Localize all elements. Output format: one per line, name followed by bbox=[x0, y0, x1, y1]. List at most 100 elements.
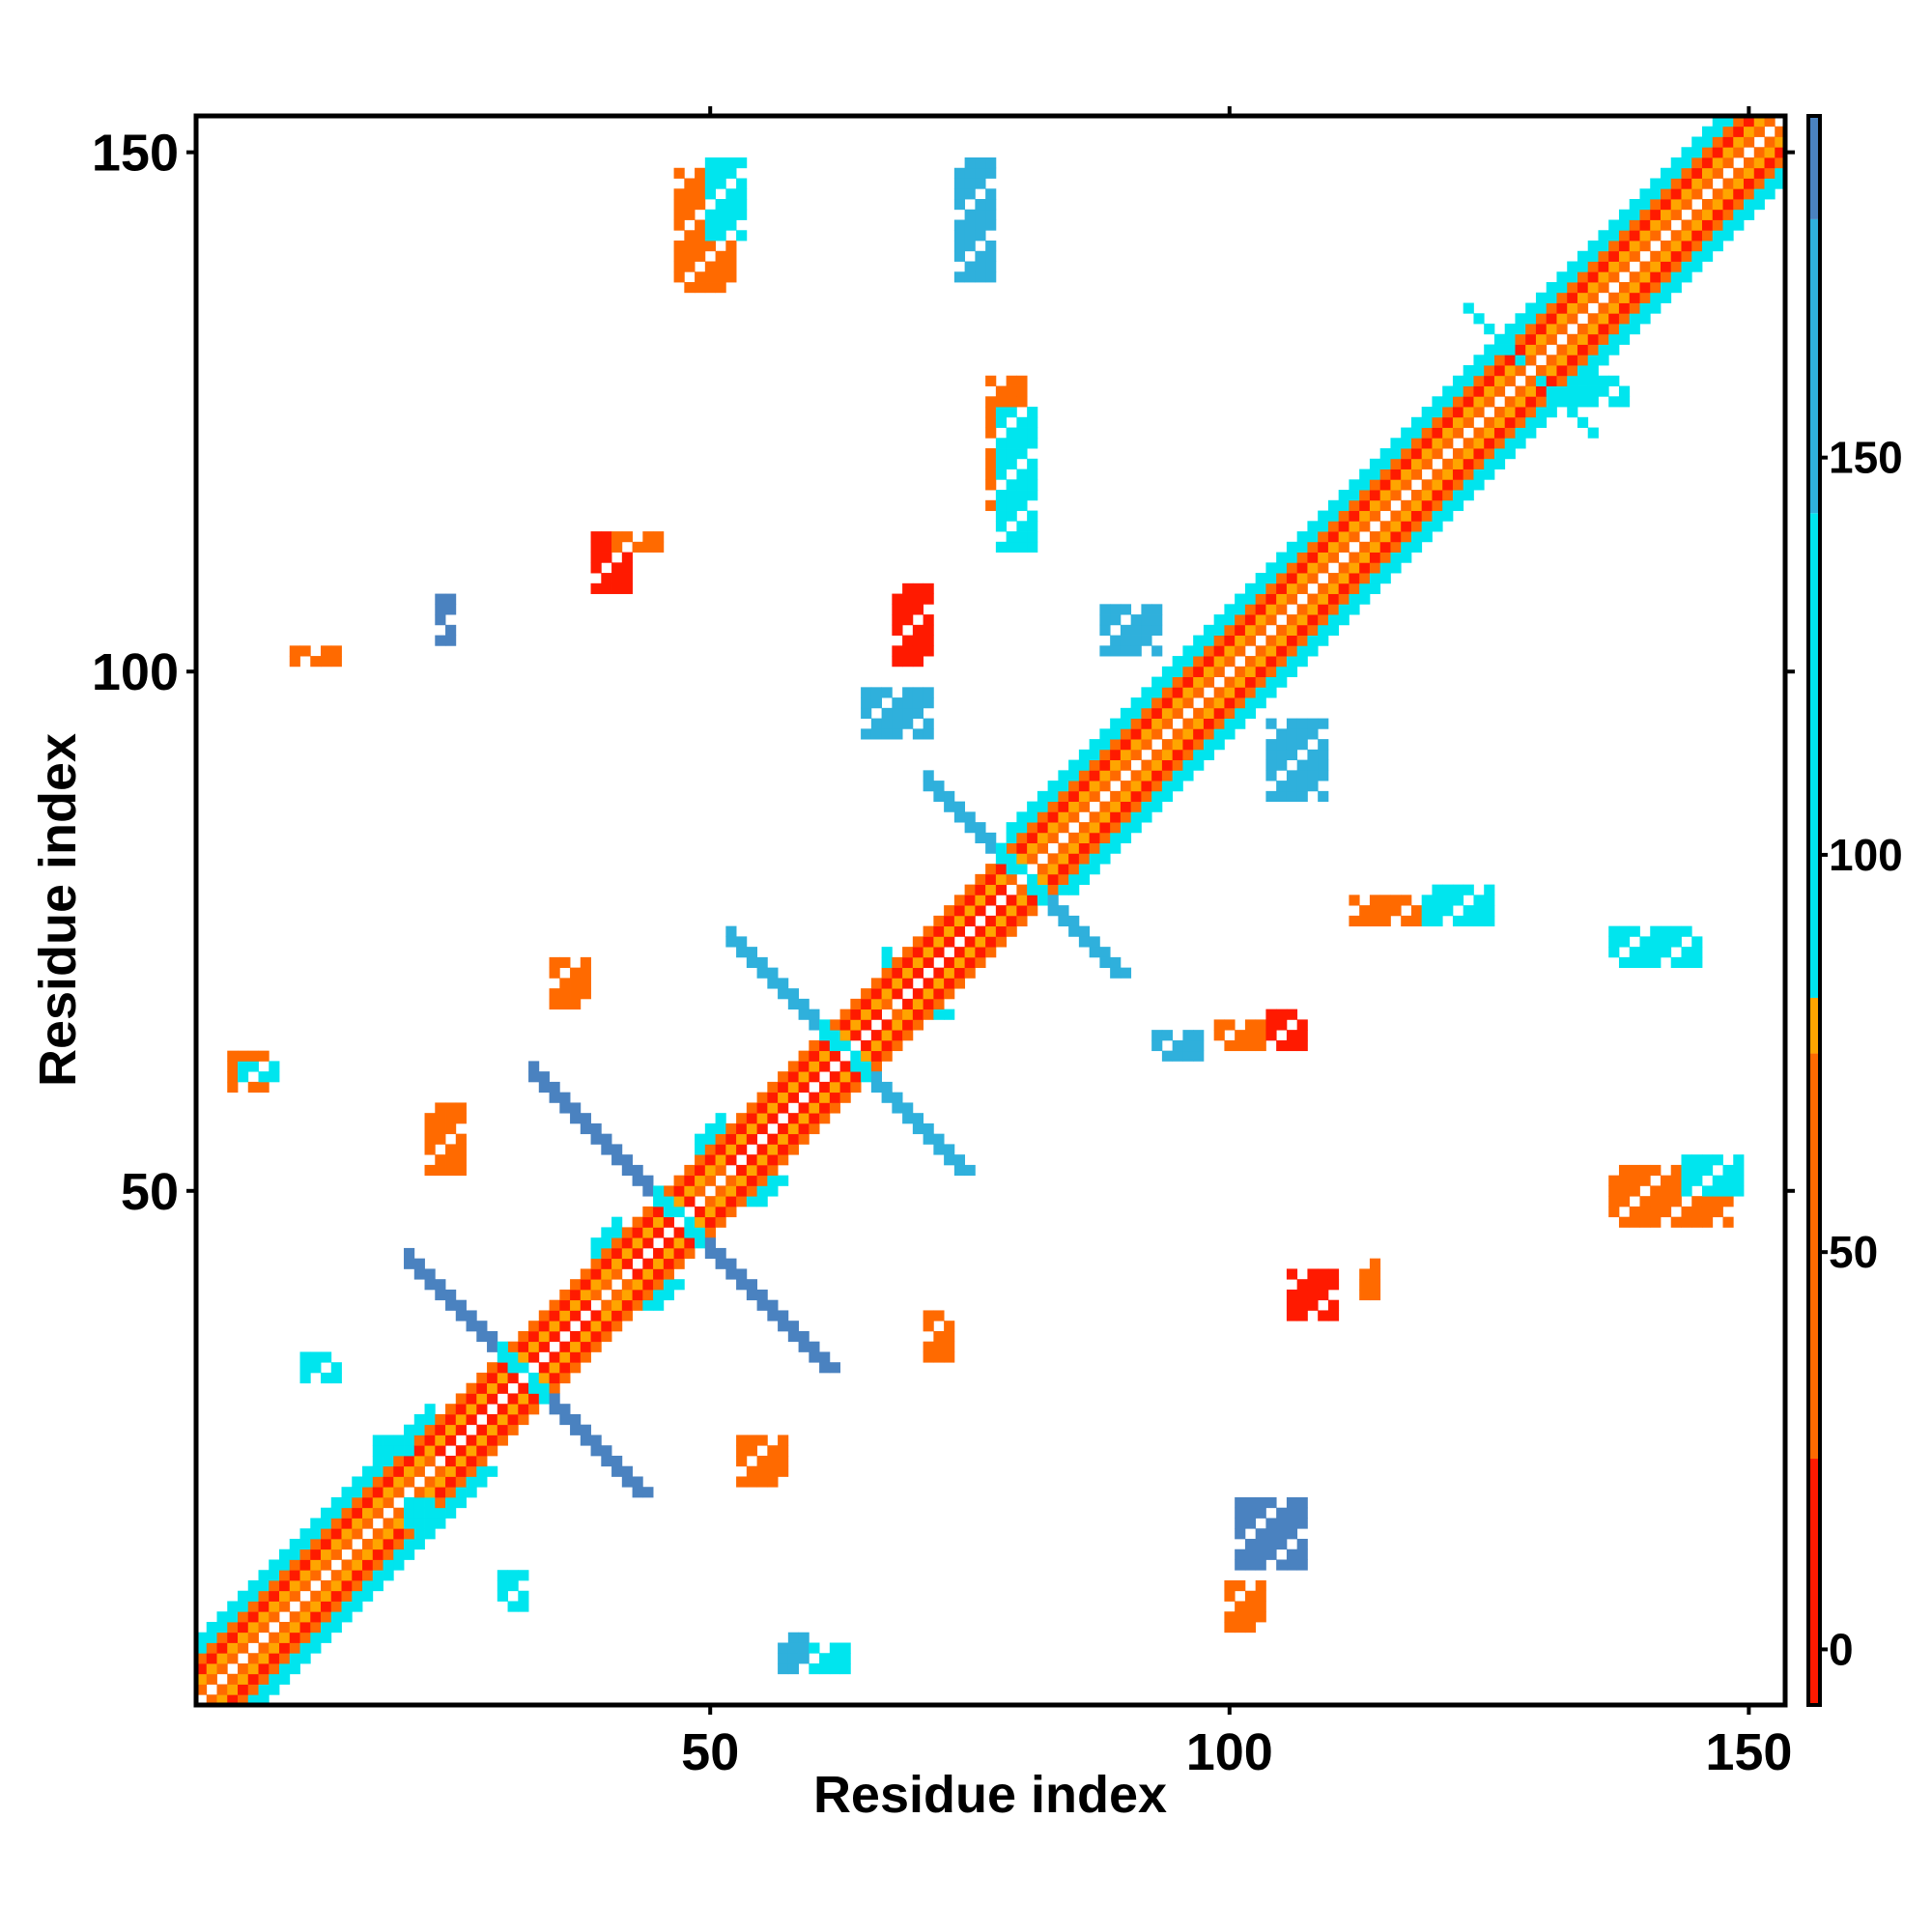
heatmap-cell bbox=[1203, 728, 1215, 740]
heatmap-cell bbox=[1712, 230, 1723, 242]
heatmap-cell bbox=[923, 593, 934, 605]
heatmap-cell bbox=[1421, 531, 1433, 543]
heatmap-cell bbox=[632, 1487, 643, 1498]
heatmap-cell bbox=[725, 250, 737, 262]
heatmap-cell bbox=[1037, 832, 1049, 844]
heatmap-cell bbox=[1296, 770, 1308, 781]
heatmap-cell bbox=[1265, 739, 1277, 751]
heatmap-cell bbox=[611, 582, 623, 594]
heatmap-cell bbox=[1639, 292, 1651, 303]
heatmap-cell bbox=[330, 1601, 342, 1612]
heatmap-cell bbox=[923, 1351, 934, 1363]
heatmap-cell bbox=[902, 1113, 914, 1124]
heatmap-cell bbox=[1618, 333, 1631, 345]
heatmap-cell bbox=[1369, 510, 1381, 522]
heatmap-cell bbox=[715, 209, 726, 220]
heatmap-cell bbox=[819, 1061, 831, 1072]
heatmap-cell bbox=[1255, 1507, 1266, 1519]
heatmap-cell bbox=[1235, 718, 1246, 729]
heatmap-cell bbox=[1151, 624, 1163, 636]
heatmap-cell bbox=[1390, 469, 1402, 480]
heatmap-cell bbox=[1006, 458, 1017, 469]
heatmap-cell bbox=[383, 1465, 394, 1477]
heatmap-cell bbox=[1047, 790, 1059, 803]
heatmap-cell bbox=[258, 1081, 270, 1094]
heatmap-cell bbox=[621, 1465, 633, 1477]
heatmap-cell bbox=[1244, 1039, 1257, 1052]
heatmap-cell bbox=[1639, 313, 1651, 325]
heatmap-cell bbox=[1504, 355, 1516, 366]
heatmap-cell bbox=[1733, 1164, 1745, 1177]
heatmap-cell bbox=[1255, 624, 1266, 636]
heatmap-cell bbox=[1058, 864, 1069, 875]
heatmap-cell bbox=[413, 1268, 425, 1280]
heatmap-cell bbox=[1224, 1611, 1236, 1623]
heatmap-cell bbox=[933, 1310, 945, 1321]
heatmap-cell bbox=[435, 1445, 446, 1457]
heatmap-cell bbox=[289, 1570, 300, 1581]
heatmap-cell bbox=[1224, 697, 1236, 709]
heatmap-cell bbox=[964, 905, 976, 917]
heatmap-cell bbox=[1556, 355, 1568, 366]
heatmap-cell bbox=[1296, 531, 1308, 543]
heatmap-cell bbox=[1338, 614, 1350, 626]
heatmap-cell bbox=[892, 718, 903, 729]
heatmap-cell bbox=[1110, 749, 1122, 760]
heatmap-cell bbox=[1535, 292, 1548, 303]
heatmap-cell bbox=[590, 1341, 602, 1352]
heatmap-cell bbox=[1681, 956, 1692, 969]
heatmap-cell bbox=[310, 1559, 322, 1571]
heatmap-cell bbox=[1775, 126, 1786, 137]
heatmap-cell bbox=[1016, 895, 1028, 906]
heatmap-cell bbox=[321, 645, 332, 657]
heatmap-cell bbox=[549, 1382, 560, 1394]
heatmap-cell bbox=[1296, 582, 1308, 594]
heatmap-cell bbox=[673, 1175, 685, 1186]
heatmap-cell bbox=[1681, 925, 1692, 937]
heatmap-cell bbox=[1027, 873, 1038, 886]
heatmap-cell bbox=[787, 1061, 799, 1072]
heatmap-cell bbox=[1598, 344, 1609, 355]
heatmap-cell bbox=[704, 1144, 716, 1155]
heatmap-cell bbox=[216, 1632, 228, 1643]
heatmap-cell bbox=[1618, 209, 1631, 220]
heatmap-cell bbox=[1432, 448, 1443, 460]
heatmap-cell bbox=[476, 1330, 488, 1343]
heatmap-cell bbox=[892, 656, 903, 668]
heatmap-cell bbox=[809, 1662, 820, 1675]
heatmap-cell bbox=[787, 1081, 799, 1094]
heatmap-cell bbox=[829, 1662, 840, 1675]
heatmap-cell bbox=[1110, 801, 1122, 812]
heatmap-cell bbox=[1660, 936, 1672, 948]
heatmap-cell bbox=[642, 1299, 654, 1311]
heatmap-cell bbox=[1608, 302, 1620, 314]
heatmap-cell bbox=[570, 1424, 582, 1435]
heatmap-cell bbox=[1608, 1206, 1620, 1218]
heatmap-cell bbox=[1608, 261, 1620, 272]
heatmap-cell bbox=[1473, 438, 1485, 449]
heatmap-cell bbox=[570, 988, 582, 1000]
heatmap-cell bbox=[445, 1122, 457, 1135]
heatmap-cell bbox=[1681, 1185, 1692, 1197]
heatmap-cell bbox=[393, 1445, 405, 1457]
heatmap-cell bbox=[1244, 687, 1257, 698]
heatmap-cell bbox=[839, 1030, 851, 1041]
heatmap-cell bbox=[787, 998, 799, 1010]
heatmap-cell bbox=[861, 697, 872, 709]
heatmap-cell bbox=[1120, 707, 1132, 719]
heatmap-cell bbox=[445, 1496, 457, 1509]
heatmap-cell bbox=[798, 1113, 810, 1124]
heatmap-cell bbox=[1307, 718, 1319, 729]
heatmap-cell bbox=[590, 1445, 602, 1457]
heatmap-cell bbox=[1276, 1528, 1288, 1540]
heatmap-cell bbox=[404, 1528, 415, 1540]
heatmap-cell bbox=[632, 1268, 643, 1280]
heatmap-cell bbox=[1629, 271, 1640, 283]
heatmap-cell bbox=[1567, 365, 1578, 377]
heatmap-cell bbox=[216, 1611, 228, 1623]
heatmap-cell bbox=[611, 1144, 623, 1155]
heatmap-cell bbox=[1556, 302, 1568, 314]
heatmap-cell bbox=[964, 188, 976, 200]
heatmap-cell bbox=[621, 1279, 633, 1291]
heatmap-cell bbox=[736, 1268, 748, 1280]
